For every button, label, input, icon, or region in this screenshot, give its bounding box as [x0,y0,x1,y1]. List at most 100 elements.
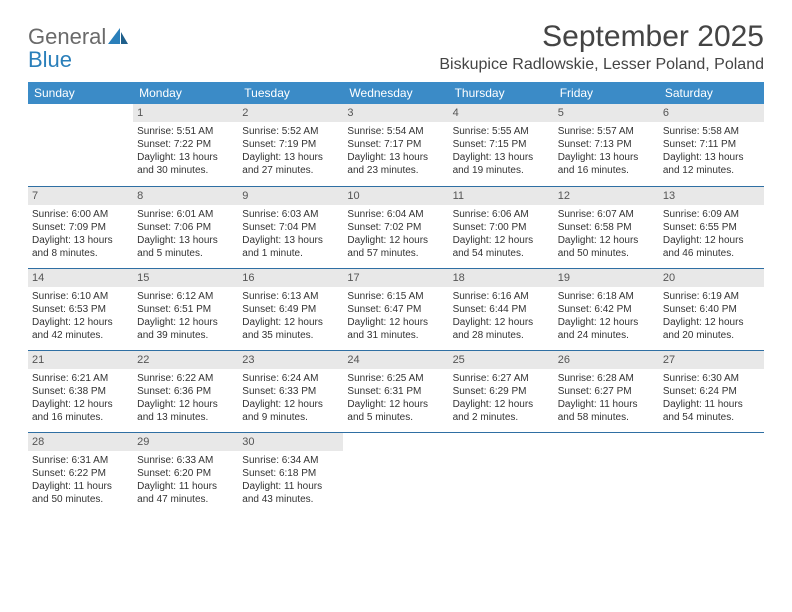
day-number: 21 [28,351,133,369]
day-d2: and 42 minutes. [32,329,129,342]
day-d1: Daylight: 13 hours [242,151,339,164]
day-number: 20 [659,269,764,287]
day-sr: Sunrise: 6:03 AM [242,208,339,221]
day-sr: Sunrise: 6:21 AM [32,372,129,385]
day-ss: Sunset: 6:27 PM [558,385,655,398]
day-d1: Daylight: 12 hours [663,234,760,247]
day-number: 30 [238,433,343,451]
calendar-cell: 7Sunrise: 6:00 AMSunset: 7:09 PMDaylight… [28,186,133,268]
day-number: 25 [449,351,554,369]
day-sr: Sunrise: 5:54 AM [347,125,444,138]
day-d1: Daylight: 12 hours [347,234,444,247]
day-d1: Daylight: 12 hours [137,398,234,411]
day-d2: and 50 minutes. [558,247,655,260]
day-number: 8 [133,187,238,205]
calendar-cell [343,432,448,514]
day-number: 13 [659,187,764,205]
day-d1: Daylight: 12 hours [663,316,760,329]
day-ss: Sunset: 6:18 PM [242,467,339,480]
calendar-cell: 5Sunrise: 5:57 AMSunset: 7:13 PMDaylight… [554,104,659,186]
day-d2: and 23 minutes. [347,164,444,177]
day-d2: and 58 minutes. [558,411,655,424]
day-sr: Sunrise: 5:58 AM [663,125,760,138]
day-number: 6 [659,104,764,122]
calendar-cell: 20 Sunrise: 6:19 AMSunset: 6:40 PMDayligh… [659,268,764,350]
day-d2: and 54 minutes. [663,411,760,424]
calendar-cell: 25Sunrise: 6:27 AMSunset: 6:29 PMDayligh… [449,350,554,432]
calendar-cell: 4Sunrise: 5:55 AMSunset: 7:15 PMDaylight… [449,104,554,186]
calendar-cell [449,432,554,514]
day-number: 19 [554,269,659,287]
calendar-cell: 24Sunrise: 6:25 AMSunset: 6:31 PMDayligh… [343,350,448,432]
day-d2: and 46 minutes. [663,247,760,260]
day-d1: Daylight: 12 hours [32,316,129,329]
day-sr: Sunrise: 6:33 AM [137,454,234,467]
day-sr: Sunrise: 6:19 AM [663,290,760,303]
day-number: 10 [343,187,448,205]
calendar-row: 1Sunrise: 5:51 AMSunset: 7:22 PMDaylight… [28,104,764,186]
day-number: 2 [238,104,343,122]
dayname-row: Sunday Monday Tuesday Wednesday Thursday… [28,82,764,104]
day-number: 4 [449,104,554,122]
calendar-cell: 15Sunrise: 6:12 AMSunset: 6:51 PMDayligh… [133,268,238,350]
day-d1: Daylight: 12 hours [347,316,444,329]
day-number: 26 [554,351,659,369]
day-ss: Sunset: 7:22 PM [137,138,234,151]
day-sr: Sunrise: 6:01 AM [137,208,234,221]
day-ss: Sunset: 6:44 PM [453,303,550,316]
calendar-cell [554,432,659,514]
day-sr: Sunrise: 6:24 AM [242,372,339,385]
title-block: September 2025 Biskupice Radlowskie, Les… [439,20,764,80]
location: Biskupice Radlowskie, Lesser Poland, Pol… [439,56,764,74]
day-ss: Sunset: 7:19 PM [242,138,339,151]
day-number: 29 [133,433,238,451]
day-d2: and 31 minutes. [347,329,444,342]
calendar-cell: 12Sunrise: 6:07 AMSunset: 6:58 PMDayligh… [554,186,659,268]
day-d1: Daylight: 13 hours [32,234,129,247]
day-d1: Daylight: 12 hours [558,316,655,329]
day-sr: Sunrise: 6:22 AM [137,372,234,385]
day-ss: Sunset: 6:55 PM [663,221,760,234]
day-d2: and 9 minutes. [242,411,339,424]
day-sr: Sunrise: 5:52 AM [242,125,339,138]
day-sr: Sunrise: 6:04 AM [347,208,444,221]
day-d2: and 35 minutes. [242,329,339,342]
day-sr: Sunrise: 5:55 AM [453,125,550,138]
day-d2: and 8 minutes. [32,247,129,260]
day-d1: Daylight: 12 hours [242,316,339,329]
day-d2: and 24 minutes. [558,329,655,342]
day-ss: Sunset: 6:51 PM [137,303,234,316]
calendar-cell: 2 Sunrise: 5:52 AMSunset: 7:19 PMDaylight… [238,104,343,186]
day-sr: Sunrise: 6:16 AM [453,290,550,303]
day-sr: Sunrise: 6:30 AM [663,372,760,385]
calendar-cell: 22Sunrise: 6:22 AMSunset: 6:36 PMDayligh… [133,350,238,432]
day-sr: Sunrise: 6:07 AM [558,208,655,221]
day-number: 5 [554,104,659,122]
calendar-cell: 8Sunrise: 6:01 AMSunset: 7:06 PMDaylight… [133,186,238,268]
calendar-cell: 1Sunrise: 5:51 AMSunset: 7:22 PMDaylight… [133,104,238,186]
day-d2: and 39 minutes. [137,329,234,342]
day-sr: Sunrise: 6:09 AM [663,208,760,221]
day-ss: Sunset: 7:04 PM [242,221,339,234]
calendar-cell: 28Sunrise: 6:31 AMSunset: 6:22 PMDayligh… [28,432,133,514]
logo-sail-icon [108,28,128,49]
day-ss: Sunset: 6:40 PM [663,303,760,316]
day-number: 24 [343,351,448,369]
day-number: 1 [133,104,238,122]
day-number: 22 [133,351,238,369]
calendar-cell: 6Sunrise: 5:58 AMSunset: 7:11 PMDaylight… [659,104,764,186]
day-sr: Sunrise: 5:57 AM [558,125,655,138]
day-number: 23 [238,351,343,369]
day-d2: and 54 minutes. [453,247,550,260]
day-d2: and 28 minutes. [453,329,550,342]
day-d1: Daylight: 13 hours [453,151,550,164]
day-d2: and 16 minutes. [32,411,129,424]
day-d2: and 19 minutes. [453,164,550,177]
day-number: 12 [554,187,659,205]
day-number: 11 [449,187,554,205]
day-ss: Sunset: 6:20 PM [137,467,234,480]
dayname-friday: Friday [554,82,659,104]
header: General Blue September 2025 Biskupice Ra… [28,20,764,80]
day-d1: Daylight: 13 hours [137,151,234,164]
calendar-cell: 16Sunrise: 6:13 AMSunset: 6:49 PMDayligh… [238,268,343,350]
